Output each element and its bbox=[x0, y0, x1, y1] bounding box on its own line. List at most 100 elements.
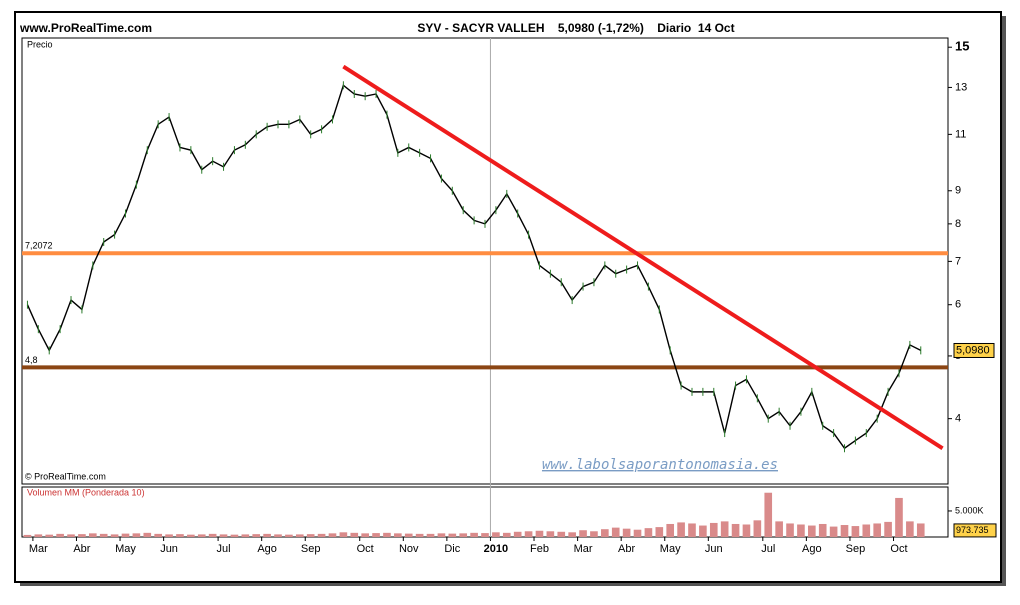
volume-bar bbox=[492, 532, 500, 537]
volume-bar bbox=[851, 526, 860, 537]
volume-bar bbox=[535, 530, 544, 537]
volume-bar bbox=[459, 533, 468, 537]
volume-bar bbox=[775, 521, 783, 537]
x-tick-label: Jul bbox=[761, 543, 775, 555]
volume-bar bbox=[426, 533, 435, 537]
volume-bar bbox=[165, 534, 173, 537]
x-tick-label: May bbox=[115, 543, 136, 555]
volume-bar bbox=[197, 534, 206, 537]
copyright: © ProRealTime.com bbox=[25, 471, 106, 481]
last-value-box bbox=[953, 342, 995, 358]
y-tick-label: 9 bbox=[955, 185, 961, 197]
volume-bar bbox=[731, 523, 740, 537]
volume-bar bbox=[415, 533, 424, 537]
volume-bar bbox=[633, 529, 642, 537]
volume-bar bbox=[818, 523, 827, 537]
y-tick-label: 4 bbox=[955, 413, 961, 425]
site: www.ProRealTime.com bbox=[19, 21, 152, 35]
volume-bar bbox=[720, 521, 729, 537]
x-tick-label: Feb bbox=[530, 543, 549, 555]
x-tick-label: 2010 bbox=[484, 543, 508, 555]
volume-bar bbox=[187, 534, 195, 537]
volume-bar bbox=[230, 534, 239, 537]
volume-bar bbox=[241, 534, 250, 537]
volume-bar bbox=[219, 534, 228, 537]
x-tick-label: Nov bbox=[399, 543, 419, 555]
volume-bar bbox=[808, 525, 816, 537]
chart-title: SYV - SACYR VALLEH 5,0980 (-1,72%) Diari… bbox=[417, 21, 734, 35]
volume-bar bbox=[644, 528, 653, 537]
volume-bar bbox=[742, 524, 751, 537]
volume-bar bbox=[797, 524, 805, 537]
last-value-label: 5,0980 bbox=[956, 344, 990, 356]
volume-bar bbox=[666, 523, 675, 537]
volume-bar bbox=[285, 534, 293, 537]
volume-bar bbox=[23, 534, 32, 537]
x-tick-label: Jun bbox=[705, 543, 723, 555]
volume-bar bbox=[350, 532, 359, 537]
volume-bar bbox=[655, 527, 664, 537]
volume-bar bbox=[132, 533, 141, 537]
volume-bar bbox=[67, 534, 75, 537]
volume-bar bbox=[524, 531, 533, 537]
y-tick-label: 6 bbox=[955, 299, 961, 311]
volume-bar bbox=[154, 533, 162, 537]
volume-bar bbox=[470, 532, 478, 537]
volume-bar bbox=[295, 534, 304, 537]
volume-last-box bbox=[953, 523, 997, 538]
volume-bar bbox=[88, 533, 97, 537]
volume-bar bbox=[56, 533, 64, 537]
volume-bar bbox=[143, 532, 152, 537]
volume-bar bbox=[274, 534, 282, 537]
volume-bar bbox=[34, 534, 43, 537]
volume-bar bbox=[906, 521, 914, 537]
volume-bar bbox=[546, 531, 555, 537]
volume-bar bbox=[328, 533, 337, 537]
x-tick-label: Oct bbox=[357, 543, 374, 555]
volume-bar bbox=[557, 531, 566, 537]
volume-bar bbox=[764, 492, 773, 537]
panel-label: Precio bbox=[27, 39, 53, 49]
volume-bar bbox=[448, 533, 457, 537]
volume-bar bbox=[383, 532, 391, 537]
x-tick-label: Dic bbox=[444, 543, 460, 555]
volume-bar bbox=[513, 531, 522, 537]
x-tick-label: Ago bbox=[802, 543, 822, 555]
x-tick-label: Mar bbox=[574, 543, 593, 555]
level-label: 7,2072 bbox=[25, 241, 53, 251]
volume-bar bbox=[688, 523, 696, 537]
volume-bar bbox=[895, 497, 903, 537]
volume-bar bbox=[110, 534, 119, 537]
volume-bar bbox=[176, 534, 184, 537]
level-label: 4,8 bbox=[25, 355, 38, 365]
volume-bar bbox=[99, 533, 108, 537]
x-tick-label: Sep bbox=[301, 543, 321, 555]
volume-bar bbox=[78, 534, 86, 537]
volume-bar bbox=[579, 530, 587, 537]
x-tick-label: Sep bbox=[846, 543, 866, 555]
volume-bar bbox=[361, 533, 369, 537]
volume-last-label: 973.735 bbox=[956, 525, 989, 535]
volume-bar bbox=[862, 524, 871, 537]
volume-label: Volumen MM (Ponderada 10) bbox=[27, 487, 145, 497]
volume-bar bbox=[601, 529, 609, 537]
x-tick-label: Abr bbox=[618, 543, 635, 555]
volume-bar bbox=[753, 520, 762, 537]
volume-bar bbox=[840, 525, 849, 537]
volume-bar bbox=[611, 527, 620, 537]
volume-bar bbox=[263, 533, 271, 537]
y-tick-label: 8 bbox=[955, 218, 961, 230]
x-tick-label: Ago bbox=[257, 543, 277, 555]
volume-bar bbox=[404, 533, 413, 537]
volume-bar bbox=[317, 533, 326, 537]
x-tick-label: Jul bbox=[217, 543, 231, 555]
volume-bar bbox=[677, 522, 685, 537]
trend-line bbox=[342, 64, 944, 450]
price-panel bbox=[21, 37, 949, 485]
volume-bar bbox=[372, 533, 380, 537]
x-tick-label: Jun bbox=[160, 543, 178, 555]
y-tick-label: 13 bbox=[955, 81, 967, 93]
volume-bar bbox=[252, 534, 261, 537]
x-tick-label: Abr bbox=[73, 543, 90, 555]
